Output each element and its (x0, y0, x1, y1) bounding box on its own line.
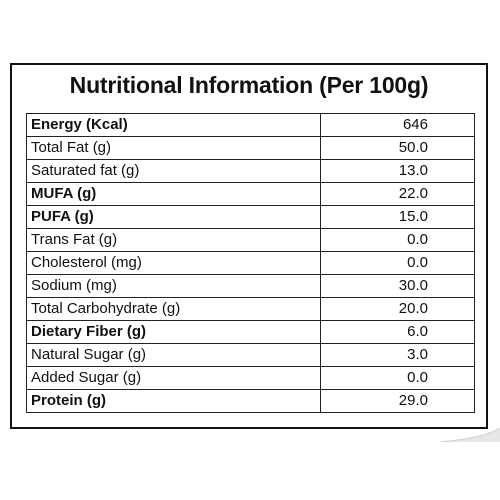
row-value: 15.0 (320, 205, 475, 229)
row-value: 0.0 (320, 251, 475, 275)
row-label: Saturated fat (g) (26, 159, 321, 183)
row-value: 3.0 (320, 343, 475, 367)
row-label: PUFA (g) (26, 205, 321, 229)
row-label: MUFA (g) (26, 182, 321, 206)
row-label: Cholesterol (mg) (26, 251, 321, 275)
table-row: Dietary Fiber (g) 6.0 (26, 320, 475, 344)
row-label: Total Fat (g) (26, 136, 321, 160)
row-label: Energy (Kcal) (26, 113, 321, 137)
table-row: Protein (g) 29.0 (26, 389, 475, 413)
row-value: 22.0 (320, 182, 475, 206)
row-label: Sodium (mg) (26, 274, 321, 298)
row-value: 13.0 (320, 159, 475, 183)
row-value: 6.0 (320, 320, 475, 344)
table-row: PUFA (g) 15.0 (26, 205, 475, 229)
row-value: 0.0 (320, 366, 475, 390)
table-row: Added Sugar (g) 0.0 (26, 366, 475, 390)
row-label: Protein (g) (26, 389, 321, 413)
table-row: Natural Sugar (g) 3.0 (26, 343, 475, 367)
nutrition-panel: Nutritional Information (Per 100g) Energ… (10, 63, 488, 429)
row-value: 20.0 (320, 297, 475, 321)
nutrition-table: Energy (Kcal) 646 Total Fat (g) 50.0 Sat… (26, 113, 475, 413)
row-label: Dietary Fiber (g) (26, 320, 321, 344)
table-row: Trans Fat (g) 0.0 (26, 228, 475, 252)
row-label: Natural Sugar (g) (26, 343, 321, 367)
table-row: Total Fat (g) 50.0 (26, 136, 475, 160)
row-label: Added Sugar (g) (26, 366, 321, 390)
row-label: Trans Fat (g) (26, 228, 321, 252)
page-curl-decoration (440, 428, 500, 442)
table-row: Saturated fat (g) 13.0 (26, 159, 475, 183)
table-row: Total Carbohydrate (g) 20.0 (26, 297, 475, 321)
row-label: Total Carbohydrate (g) (26, 297, 321, 321)
table-row: MUFA (g) 22.0 (26, 182, 475, 206)
panel-title: Nutritional Information (Per 100g) (69, 72, 429, 98)
row-value: 50.0 (320, 136, 475, 160)
row-value: 0.0 (320, 228, 475, 252)
table-row: Energy (Kcal) 646 (26, 113, 475, 137)
row-value: 29.0 (320, 389, 475, 413)
table-row: Sodium (mg) 30.0 (26, 274, 475, 298)
table-row: Cholesterol (mg) 0.0 (26, 251, 475, 275)
row-value: 646 (320, 113, 475, 137)
row-value: 30.0 (320, 274, 475, 298)
